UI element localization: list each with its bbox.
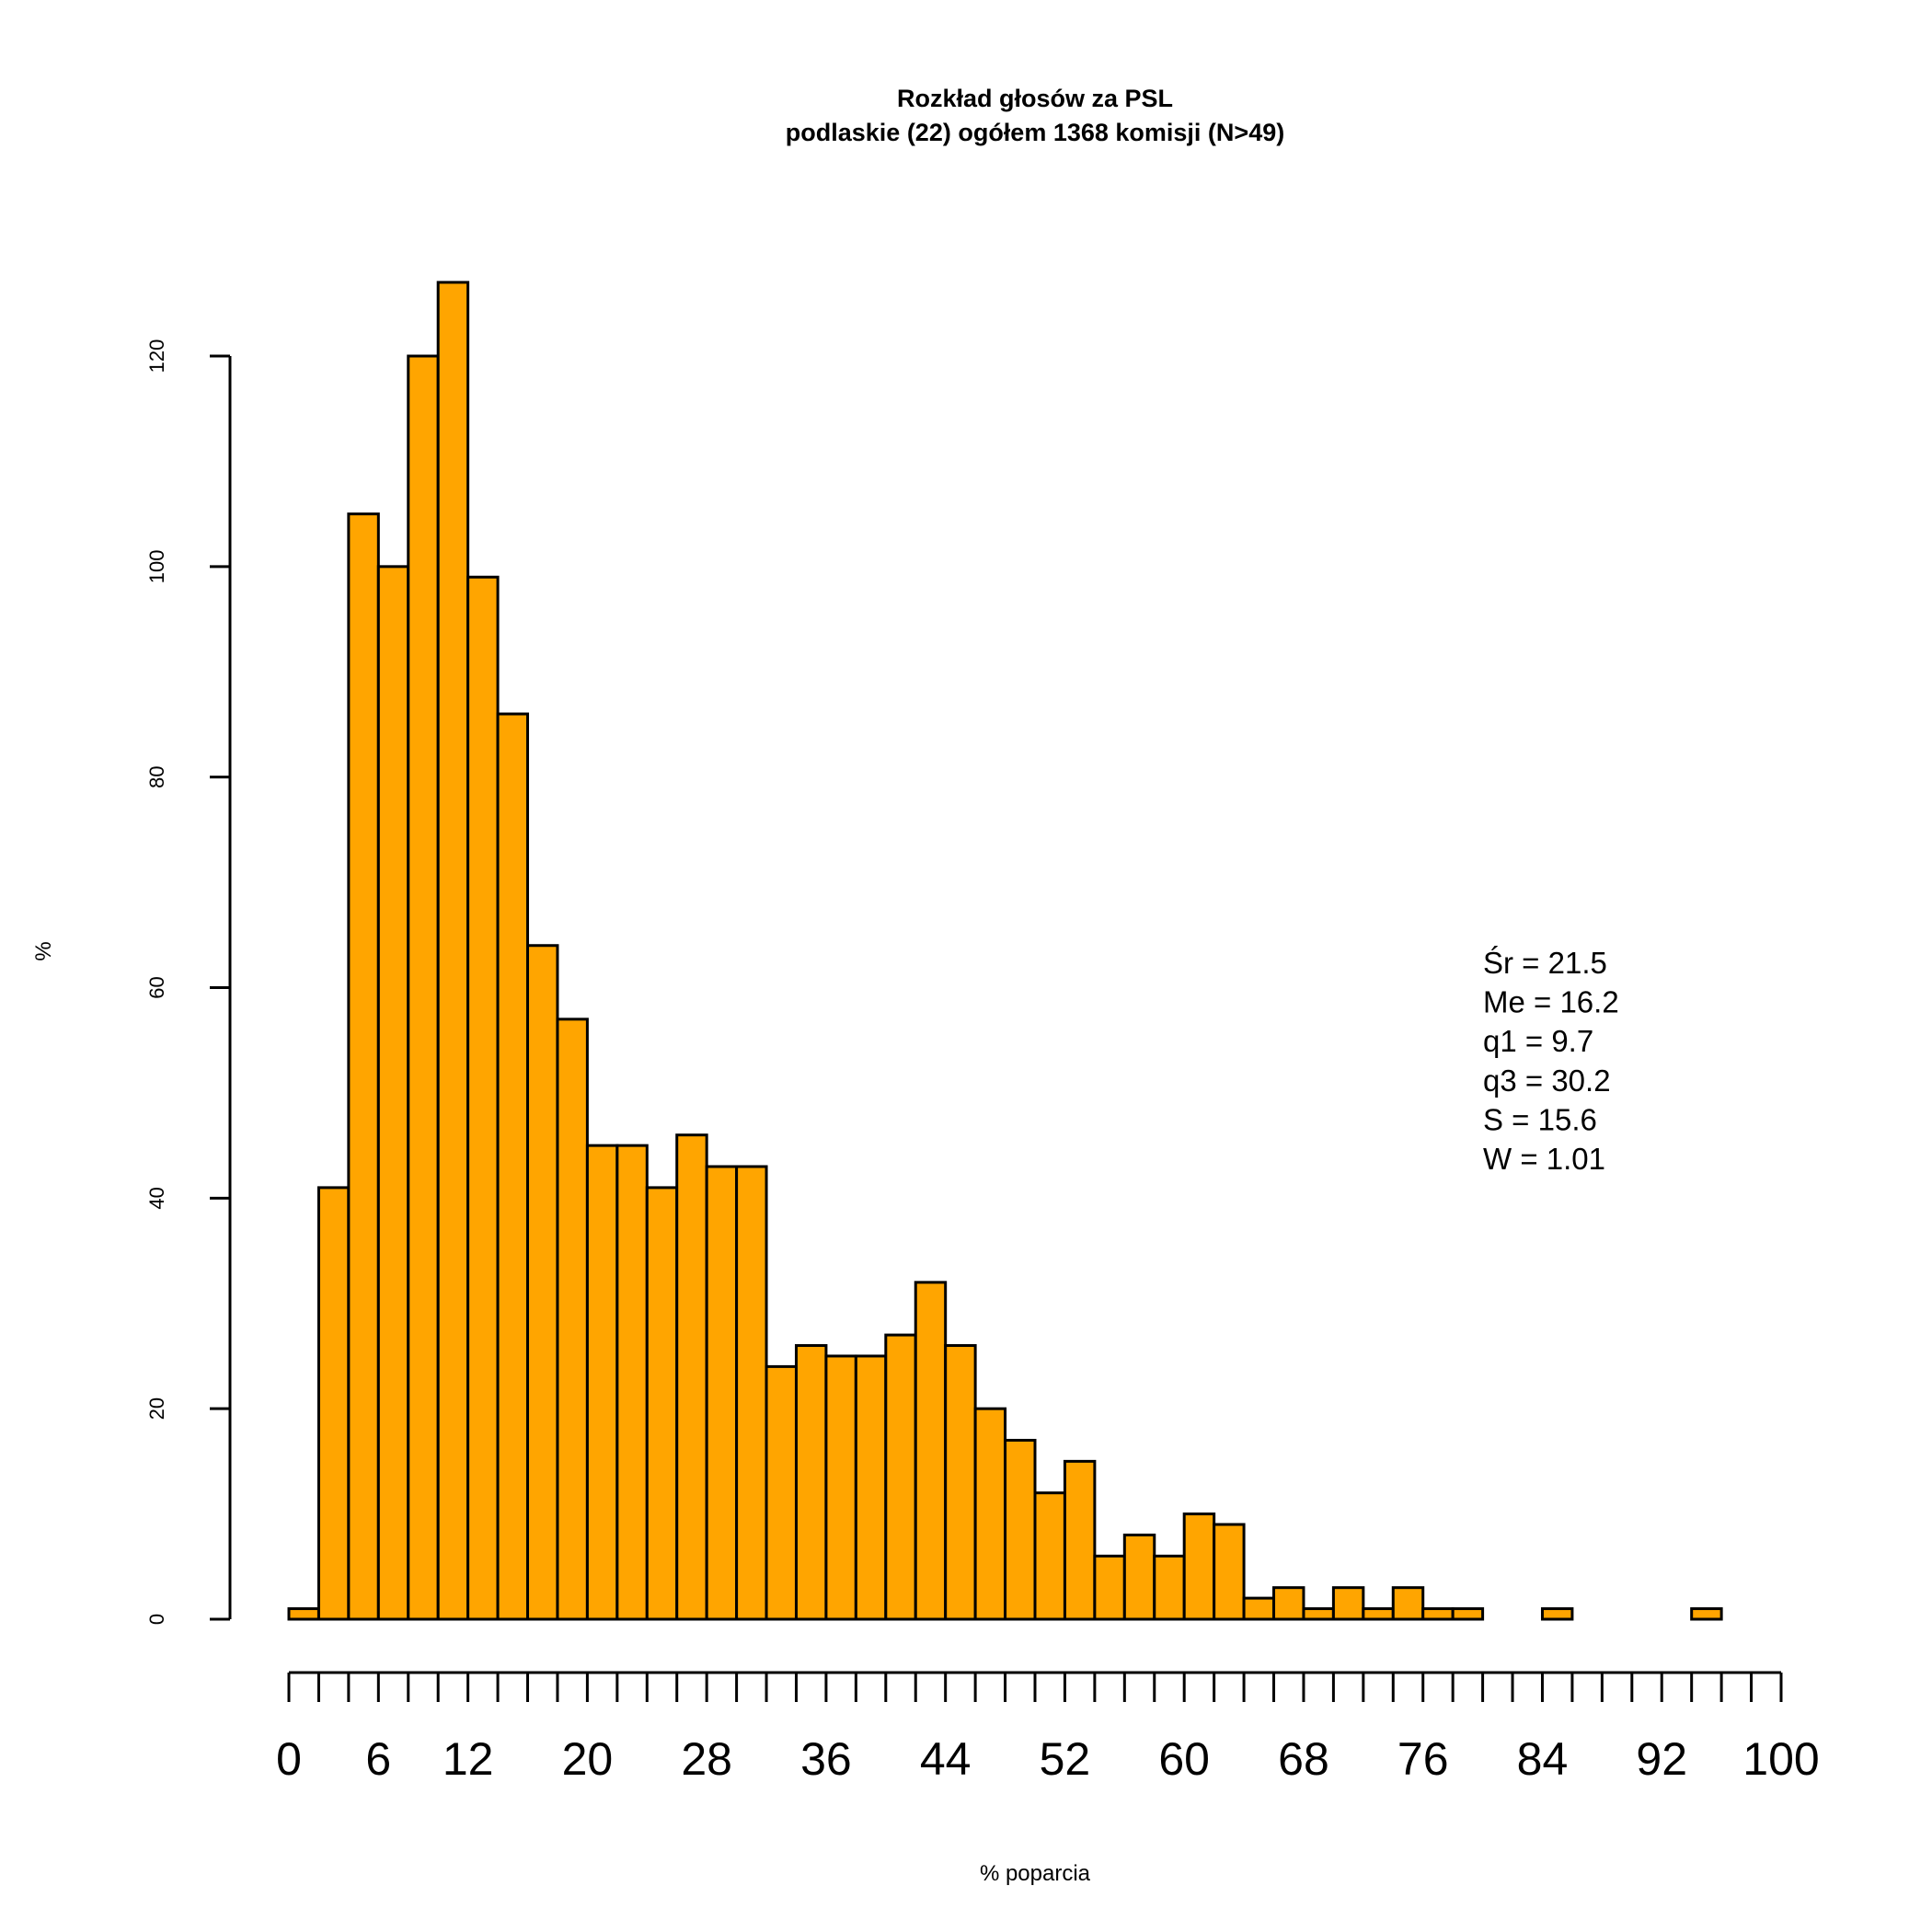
x-tick-label: 84 — [1517, 1733, 1569, 1785]
histogram-bar — [376, 565, 410, 1621]
histogram-bar — [407, 354, 440, 1621]
histogram-bars — [287, 281, 1723, 1621]
histogram-bar — [496, 712, 530, 1621]
y-tick-label: 0 — [145, 1614, 168, 1625]
stat-line: q1 = 9.7 — [1483, 1024, 1593, 1058]
x-tick-label: 12 — [443, 1733, 494, 1785]
histogram-bar — [1690, 1607, 1723, 1621]
histogram-bar — [1063, 1459, 1097, 1621]
chart-subtitle: podlaskie (22) ogółem 1368 komisji (N>49… — [786, 119, 1284, 146]
histogram-bar — [316, 1186, 351, 1621]
histogram-bar — [1421, 1607, 1455, 1621]
x-tick-label: 52 — [1040, 1733, 1091, 1785]
histogram-bar — [1540, 1607, 1574, 1621]
y-tick-label: 80 — [145, 765, 168, 788]
histogram-bar — [1093, 1554, 1126, 1621]
histogram-bar — [705, 1165, 739, 1621]
histogram-bar — [1391, 1586, 1425, 1621]
x-tick-label: 28 — [681, 1733, 732, 1785]
x-axis: 0 6 12 20 28 36 44 52 60 68 76 84 92 100 — [276, 1671, 1820, 1785]
histogram-bar — [1182, 1512, 1216, 1621]
histogram-bar — [1004, 1438, 1037, 1621]
histogram-bar — [973, 1407, 1007, 1621]
x-tick-label: 36 — [800, 1733, 852, 1785]
stat-line: q3 = 30.2 — [1483, 1064, 1611, 1098]
histogram-bar — [944, 1344, 977, 1621]
y-tick-label: 100 — [145, 549, 168, 583]
histogram-bar — [1272, 1586, 1305, 1621]
histogram-bar — [765, 1364, 798, 1621]
histogram-bar — [794, 1344, 828, 1621]
histogram-bar — [585, 1144, 619, 1621]
x-tick-label: 20 — [562, 1733, 614, 1785]
x-axis-label: % poparcia — [980, 1861, 1091, 1886]
histogram-bar — [645, 1186, 679, 1621]
x-tick-label: 6 — [365, 1733, 391, 1785]
histogram-bar — [1122, 1533, 1156, 1621]
histogram-bar — [1213, 1523, 1246, 1621]
summary-statistics: Śr = 21.5 Me = 16.2 q1 = 9.7 q3 = 30.2 S = 1… — [1483, 945, 1619, 1176]
y-tick-label: 60 — [145, 976, 168, 998]
histogram-bar — [436, 281, 470, 1621]
histogram-bar — [1362, 1607, 1395, 1621]
chart-title: Rozkład głosów za PSL — [897, 85, 1173, 112]
y-axis: 0 20 40 60 80 100 120 — [145, 339, 232, 1625]
x-tick-label: 44 — [920, 1733, 972, 1785]
y-tick-label: 20 — [145, 1397, 168, 1420]
histogram-bar — [854, 1354, 888, 1621]
histogram-bar — [1451, 1607, 1485, 1621]
x-tick-label: 68 — [1278, 1733, 1329, 1785]
stat-line: W = 1.01 — [1483, 1142, 1605, 1176]
histogram-bar — [735, 1165, 768, 1621]
histogram-bar — [1153, 1554, 1186, 1621]
x-tick-label: 60 — [1158, 1733, 1210, 1785]
histogram-bar — [884, 1333, 917, 1621]
stat-line: Me = 16.2 — [1483, 985, 1619, 1019]
histogram-bar — [615, 1144, 649, 1621]
x-tick-label: 0 — [276, 1733, 302, 1785]
x-tick-label: 100 — [1742, 1733, 1819, 1785]
y-tick-label: 40 — [145, 1187, 168, 1209]
y-tick-label: 120 — [145, 339, 168, 374]
histogram-bar — [1242, 1596, 1276, 1621]
histogram-bar — [1331, 1586, 1365, 1621]
histogram-bar — [287, 1607, 320, 1621]
histogram-bar — [1033, 1491, 1066, 1621]
histogram-bar — [1302, 1607, 1335, 1621]
x-tick-label: 92 — [1636, 1733, 1687, 1785]
stat-line: Śr = 21.5 — [1483, 945, 1607, 980]
histogram-bar — [675, 1133, 708, 1621]
x-tick-label: 76 — [1397, 1733, 1449, 1785]
histogram-bar — [914, 1281, 948, 1621]
histogram-bar — [824, 1354, 857, 1621]
histogram-bar — [526, 944, 559, 1621]
histogram-bar — [556, 1018, 589, 1621]
histogram-bar — [347, 512, 380, 1621]
stat-line: S = 15.6 — [1483, 1102, 1597, 1136]
y-axis-label: % — [31, 941, 56, 960]
histogram-bar — [466, 575, 500, 1621]
